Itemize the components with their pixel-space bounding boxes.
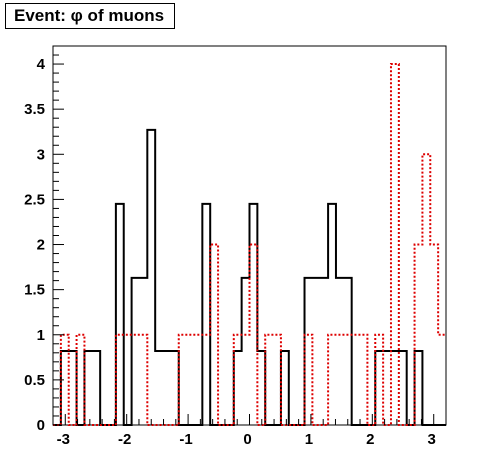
x-tick-label: 3 bbox=[428, 431, 436, 448]
histogram-series-1 bbox=[53, 128, 446, 426]
x-tick-label: 2 bbox=[366, 431, 374, 448]
series-layer bbox=[53, 63, 446, 426]
y-tick-label: 3.5 bbox=[24, 101, 45, 118]
x-tick-label: -2 bbox=[118, 431, 131, 448]
y-tick-label: 0 bbox=[37, 417, 45, 434]
x-tick-label: 0 bbox=[243, 431, 251, 448]
y-tick-label: 1 bbox=[37, 327, 45, 344]
axis-layer: -3 -2 -1 0 1 2 3 0 0.5 1 1.5 2 2.5 3 3.5 4 bbox=[24, 45, 447, 448]
x-tick-label: -3 bbox=[57, 431, 70, 448]
chart-title: Event: φ of muons bbox=[5, 3, 176, 29]
y-tick-label: 0.5 bbox=[24, 372, 45, 389]
y-tick-label: 1.5 bbox=[24, 282, 45, 299]
y-tick-label: 3 bbox=[37, 146, 45, 163]
y-tick-label: 2 bbox=[37, 237, 45, 254]
x-tick-label: -1 bbox=[179, 431, 192, 448]
x-tick-label: 1 bbox=[305, 431, 313, 448]
y-tick-label: 4 bbox=[37, 56, 46, 73]
y-tick-label: 2.5 bbox=[24, 191, 45, 208]
